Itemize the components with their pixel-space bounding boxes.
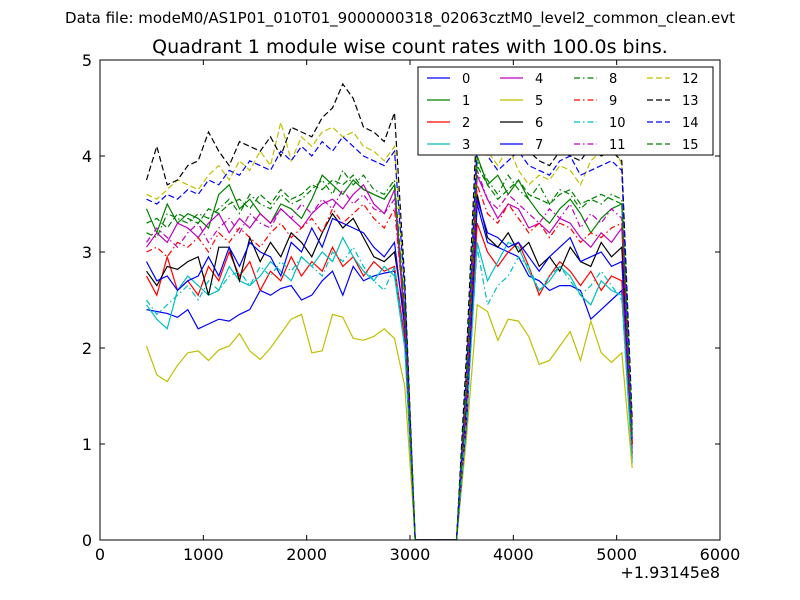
legend-label-0: 0 [462,72,470,87]
y-tick-label: 3 [82,243,92,262]
y-tick-label: 2 [82,339,92,358]
legend-label-10: 10 [609,116,626,131]
series-layer [145,82,633,540]
x-tick-label: 0 [95,545,105,564]
axes-frame [99,59,721,541]
legend-label-1: 1 [462,94,470,109]
suptitle: Data file: modeM0/AS1P01_010T01_90000003… [65,9,735,28]
legend-label-15: 15 [682,138,699,153]
x-offset-label: +1.93145e8 [620,563,720,582]
legend-label-7: 7 [535,138,543,153]
x-tick-label: 1000 [183,545,224,564]
series-line-12 [146,122,633,540]
legend-label-13: 13 [682,94,699,109]
series-line-0 [146,203,633,540]
series-line-11 [146,170,633,540]
legend-frame [417,66,714,156]
chart-title: Quadrant 1 module wise count rates with … [152,36,668,58]
legend-label-5: 5 [535,94,543,109]
x-tick-label: 6000 [700,545,741,564]
legend-label-12: 12 [682,72,699,87]
y-tick-label: 0 [82,531,92,550]
legend-label-8: 8 [609,72,617,87]
series-line-8 [146,158,633,540]
legend-label-2: 2 [462,116,470,131]
y-tick-label: 4 [82,147,92,166]
series-line-4 [146,174,633,540]
series-line-3 [146,236,633,540]
y-tick-label: 1 [82,435,92,454]
y-tick-label: 5 [82,51,92,70]
legend-label-14: 14 [682,116,699,131]
series-line-15 [146,163,633,540]
series-line-6 [146,194,633,540]
series-line-7 [145,199,633,540]
x-tick-label: 2000 [286,545,327,564]
legend-label-3: 3 [462,138,470,153]
legend-label-4: 4 [535,72,543,87]
legend-label-9: 9 [609,94,617,109]
series-line-14 [146,135,633,540]
legend-label-11: 11 [609,138,626,153]
legend-label-6: 6 [535,116,543,131]
series-line-5 [145,303,633,540]
x-tick-label: 4000 [493,545,534,564]
series-line-10 [146,246,633,540]
x-tick-label: 3000 [390,545,431,564]
x-tick-label: 5000 [596,545,637,564]
series-line-13 [145,82,633,540]
series-line-9 [146,184,633,540]
